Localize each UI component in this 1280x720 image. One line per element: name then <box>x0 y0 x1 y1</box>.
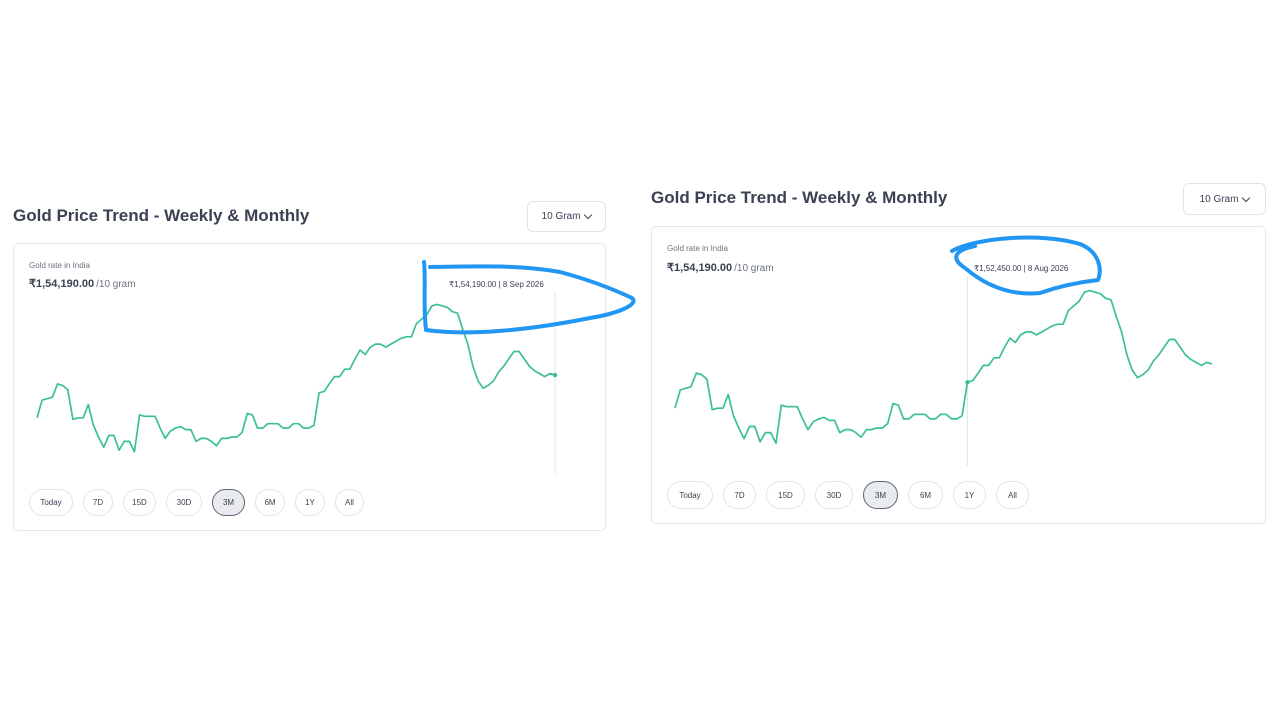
current-price: ₹1,54,190.00/10 gram <box>667 261 774 274</box>
price-unit: /10 gram <box>96 279 136 290</box>
tab-7d[interactable]: 7D <box>83 489 113 516</box>
current-price: ₹1,54,190.00/10 gram <box>29 277 136 290</box>
tab-15d[interactable]: 15D <box>123 489 156 516</box>
unit-select-label: 10 Gram <box>1199 193 1239 205</box>
tab-7d[interactable]: 7D <box>723 481 756 509</box>
tab-15d[interactable]: 15D <box>766 481 805 509</box>
tab-3m[interactable]: 3M <box>863 481 898 509</box>
chart-tooltip: ₹1,52,450.00 | 8 Aug 2026 <box>974 264 1069 273</box>
chevron-down-icon <box>1242 193 1251 202</box>
tab-all[interactable]: All <box>996 481 1029 509</box>
tab-all[interactable]: All <box>335 489 364 516</box>
tab-today[interactable]: Today <box>667 481 713 509</box>
chart-tooltip: ₹1,54,190.00 | 8 Sep 2026 <box>449 280 544 289</box>
price-unit: /10 gram <box>734 263 774 274</box>
unit-select[interactable]: 10 Gram <box>527 201 606 232</box>
tab-30d[interactable]: 30D <box>815 481 853 509</box>
chart-title: Gold Price Trend - Weekly & Monthly <box>13 206 310 225</box>
unit-select[interactable]: 10 Gram <box>1183 183 1266 215</box>
chart-title: Gold Price Trend - Weekly & Monthly <box>651 188 948 207</box>
tab-6m[interactable]: 6M <box>255 489 285 516</box>
rate-label: Gold rate in India <box>29 261 90 270</box>
tab-6m[interactable]: 6M <box>908 481 943 509</box>
unit-select-label: 10 Gram <box>541 211 581 222</box>
tab-30d[interactable]: 30D <box>166 489 202 516</box>
tab-today[interactable]: Today <box>29 489 73 516</box>
chevron-down-icon <box>584 210 593 220</box>
tab-1y[interactable]: 1Y <box>953 481 986 509</box>
price-value: ₹1,54,190.00 <box>29 278 95 290</box>
rate-label: Gold rate in India <box>667 244 728 253</box>
tab-1y[interactable]: 1Y <box>295 489 325 516</box>
price-value: ₹1,54,190.00 <box>667 262 733 274</box>
tab-3m[interactable]: 3M <box>212 489 245 516</box>
